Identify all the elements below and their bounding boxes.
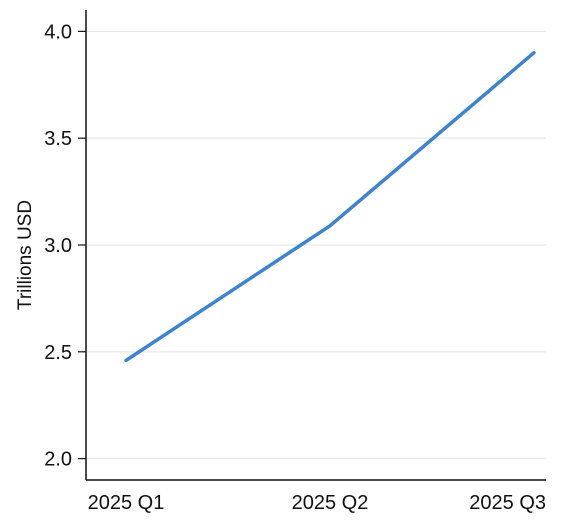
x-tick-label: 2025 Q2 xyxy=(292,492,369,514)
x-tick-label: 2025 Q3 xyxy=(469,492,546,514)
x-axis-ticks: 2025 Q1 2025 Q2 2025 Q3 xyxy=(88,492,546,514)
y-axis-ticks: 2.0 2.5 3.0 3.5 4.0 xyxy=(44,21,86,471)
y-tick-label: 3.0 xyxy=(44,235,72,257)
y-axis-title: Trillions USD xyxy=(15,200,36,310)
gridlines xyxy=(86,30,546,460)
y-tick-label: 3.5 xyxy=(44,128,72,150)
y-tick-label: 2.5 xyxy=(44,342,72,364)
x-tick-label: 2025 Q1 xyxy=(88,492,165,514)
y-tick-label: 2.0 xyxy=(44,449,72,471)
y-tick-label: 4.0 xyxy=(44,21,72,43)
series-line xyxy=(124,50,536,363)
